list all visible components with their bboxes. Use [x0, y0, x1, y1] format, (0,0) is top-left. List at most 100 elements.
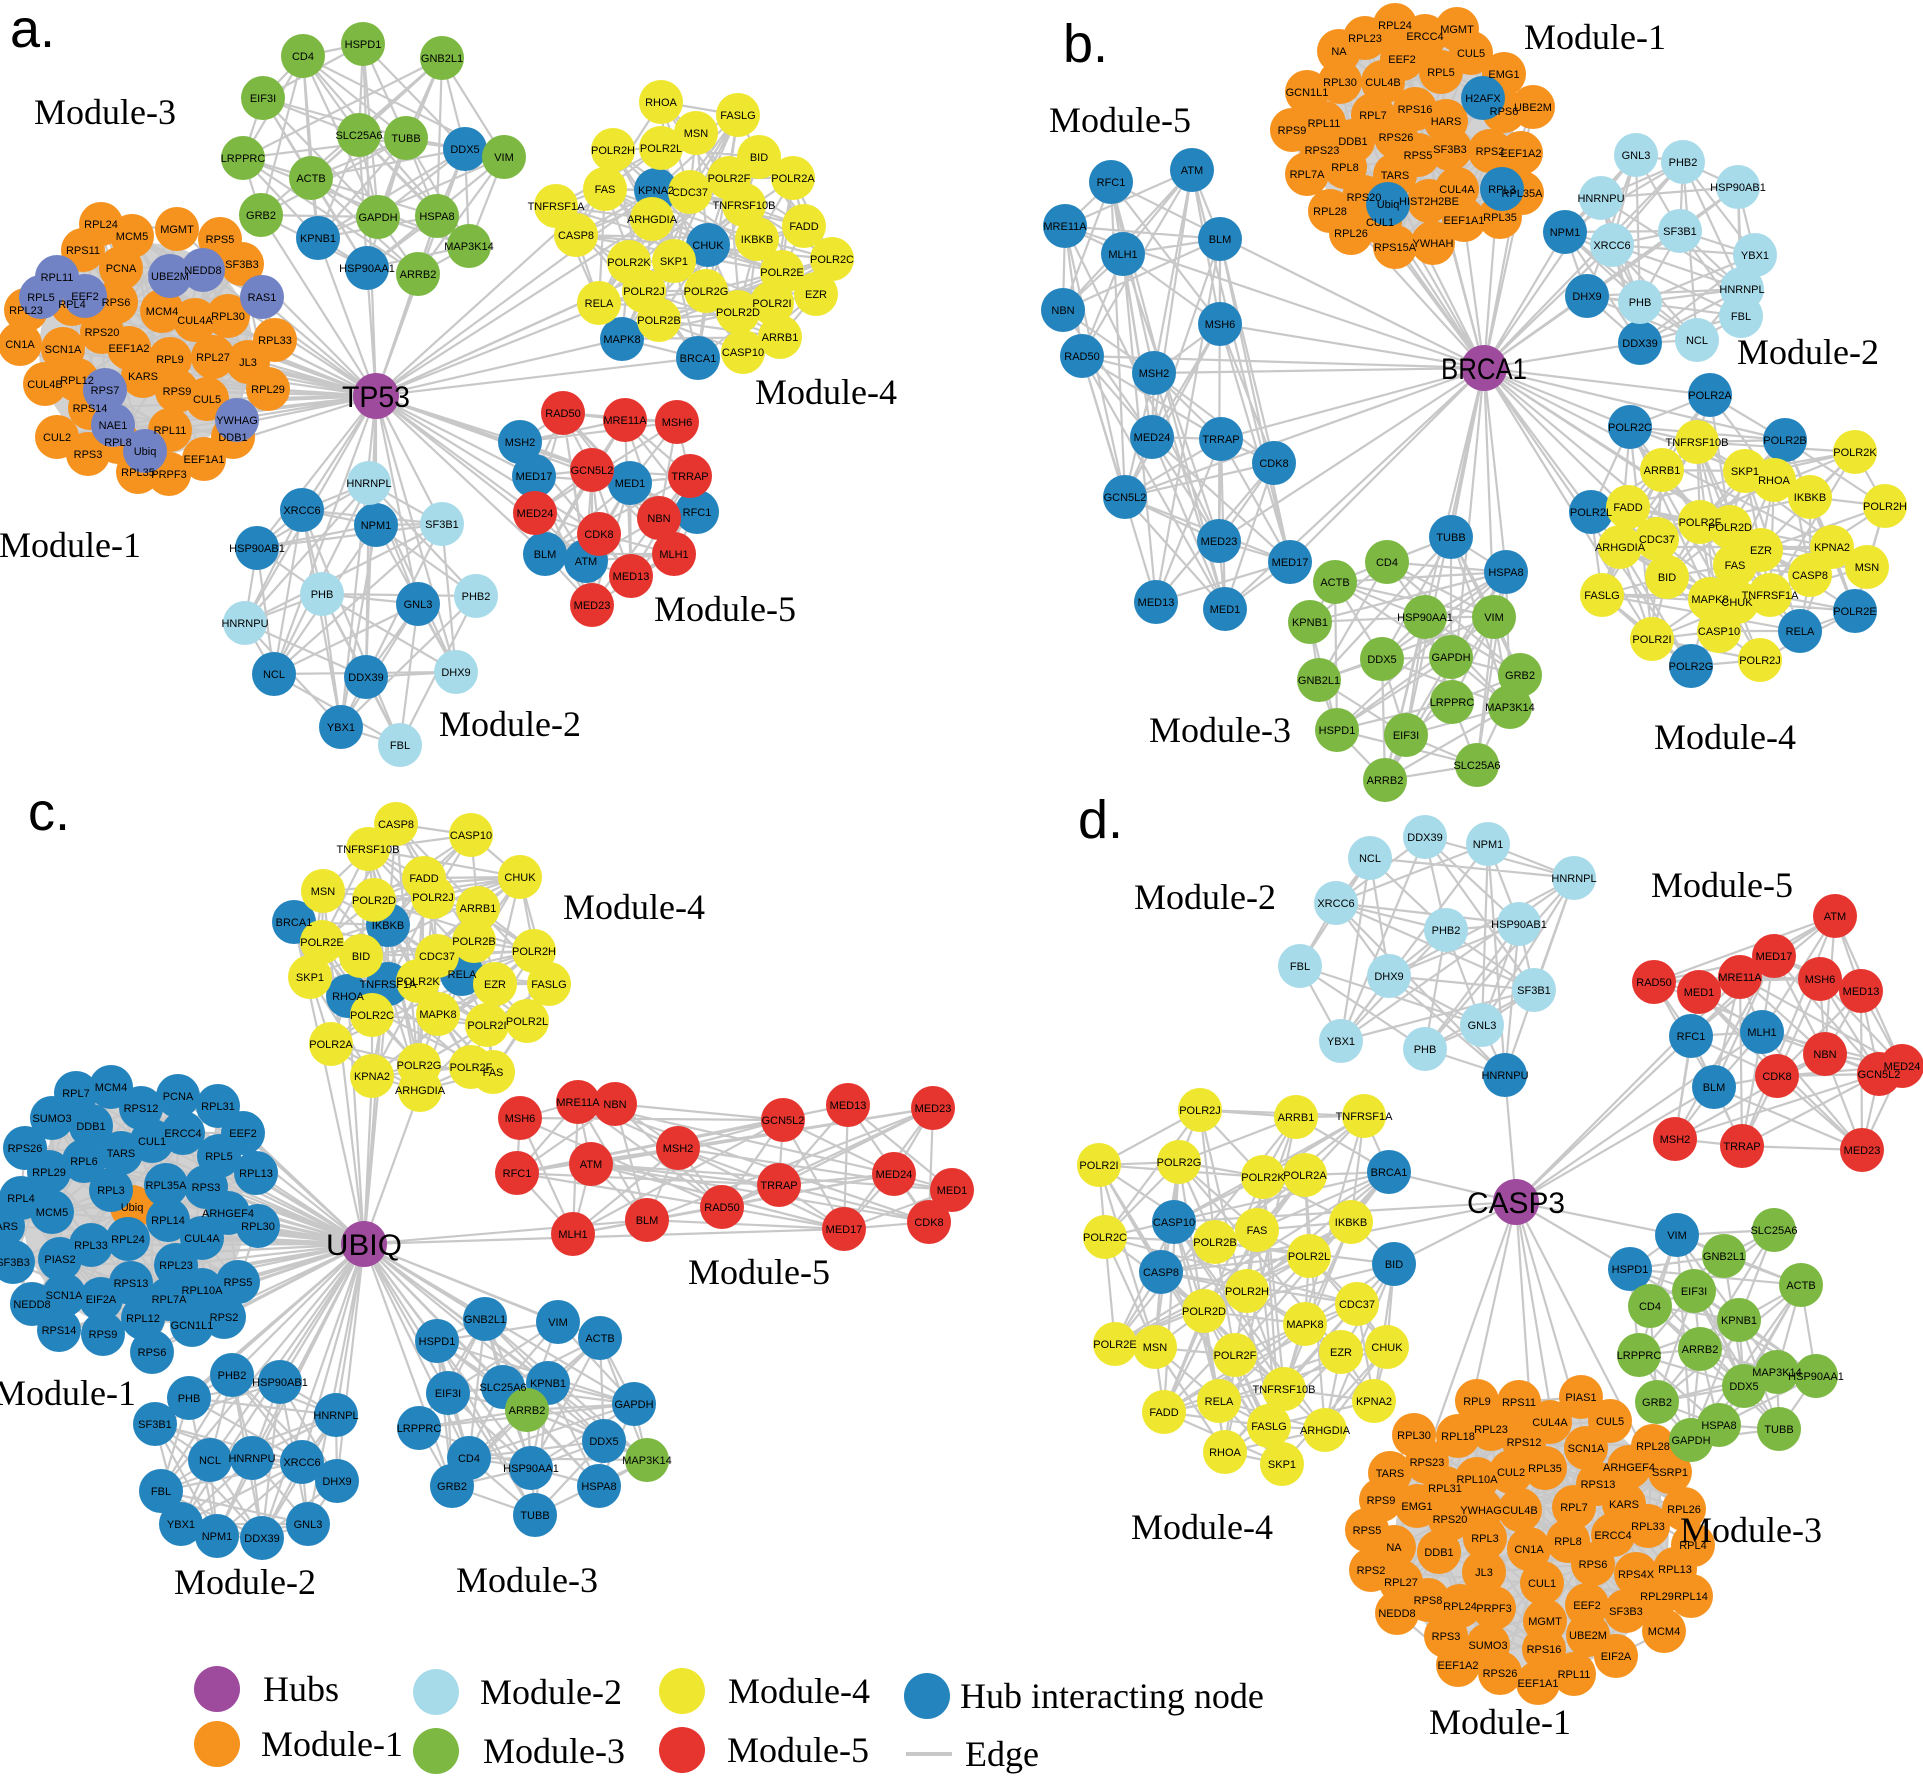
svg-text:CN1A: CN1A [5, 339, 35, 351]
svg-text:SLC25A6: SLC25A6 [479, 1382, 526, 1394]
svg-text:RPL13: RPL13 [239, 1168, 273, 1180]
svg-text:POLR2J: POLR2J [412, 892, 454, 904]
svg-text:UBE2M: UBE2M [1514, 102, 1552, 114]
svg-text:NA: NA [1331, 46, 1347, 58]
svg-text:Module-4: Module-4 [1654, 717, 1796, 757]
svg-text:RPL31: RPL31 [201, 1101, 235, 1113]
svg-text:HSPA8: HSPA8 [581, 1481, 616, 1493]
svg-text:LRPPRC: LRPPRC [221, 153, 266, 165]
svg-text:MAPK8: MAPK8 [1286, 1319, 1323, 1331]
svg-text:RPS5: RPS5 [1353, 1525, 1382, 1537]
svg-text:RPL5: RPL5 [1427, 67, 1455, 79]
svg-text:CASP3: CASP3 [1467, 1187, 1565, 1220]
svg-text:POLR2K: POLR2K [1833, 447, 1877, 459]
svg-text:MAPK8: MAPK8 [419, 1009, 456, 1021]
svg-text:SF3B1: SF3B1 [425, 519, 459, 531]
svg-text:RPS20: RPS20 [85, 327, 120, 339]
svg-text:RPL10A: RPL10A [1457, 1474, 1499, 1486]
svg-text:DDB1: DDB1 [1424, 1547, 1453, 1559]
svg-text:RPL26: RPL26 [1667, 1504, 1701, 1516]
svg-text:ERCC4: ERCC4 [1594, 1530, 1631, 1542]
svg-text:RPL30: RPL30 [1323, 77, 1357, 89]
svg-text:TRRAP: TRRAP [671, 471, 708, 483]
svg-text:GAPDH: GAPDH [614, 1399, 653, 1411]
svg-text:TARS: TARS [107, 1148, 136, 1160]
svg-text:Module-5: Module-5 [688, 1252, 830, 1292]
svg-text:MED13: MED13 [1138, 597, 1175, 609]
svg-text:SCN1A: SCN1A [45, 344, 82, 356]
svg-text:HSPD1: HSPD1 [419, 1336, 456, 1348]
svg-text:CDK8: CDK8 [914, 1217, 943, 1229]
svg-text:CDK8: CDK8 [1762, 1071, 1791, 1083]
svg-text:RPL35: RPL35 [121, 467, 155, 479]
svg-text:MSN: MSN [1855, 562, 1880, 574]
svg-text:MAP3K14: MAP3K14 [1485, 702, 1535, 714]
svg-text:HSPA8: HSPA8 [1488, 567, 1523, 579]
svg-text:DHX9: DHX9 [1374, 971, 1403, 983]
svg-text:SKP1: SKP1 [1268, 1459, 1296, 1471]
svg-text:MED17: MED17 [1272, 557, 1309, 569]
svg-text:GNL3: GNL3 [294, 1519, 323, 1531]
svg-text:MRE11A: MRE11A [556, 1097, 600, 1109]
svg-text:HIST2H2BE: HIST2H2BE [1399, 196, 1459, 208]
svg-text:ATM: ATM [1824, 911, 1846, 923]
svg-text:MSH6: MSH6 [505, 1113, 536, 1125]
svg-text:Module-5: Module-5 [1049, 100, 1191, 140]
svg-text:EZR: EZR [805, 289, 827, 301]
svg-text:POLR2E: POLR2E [1833, 606, 1876, 618]
svg-text:RPL26: RPL26 [1334, 228, 1368, 240]
svg-text:SLC25A6: SLC25A6 [1453, 760, 1500, 772]
svg-text:NCL: NCL [263, 669, 285, 681]
svg-text:DHX9: DHX9 [1572, 291, 1601, 303]
svg-text:ACTB: ACTB [296, 173, 325, 185]
svg-text:MSH2: MSH2 [1660, 1134, 1691, 1146]
svg-text:RPL29: RPL29 [1640, 1591, 1674, 1603]
svg-text:RPS9: RPS9 [1278, 125, 1307, 137]
svg-text:HSPD1: HSPD1 [1319, 725, 1356, 737]
svg-text:RPS15A: RPS15A [1374, 242, 1417, 254]
svg-text:NEDD8: NEDD8 [13, 1299, 50, 1311]
svg-text:RHOA: RHOA [332, 991, 364, 1003]
svg-text:TUBB: TUBB [391, 133, 420, 145]
svg-text:Module-2: Module-2 [439, 704, 581, 744]
svg-text:MCM5: MCM5 [36, 1207, 68, 1219]
svg-text:RHOA: RHOA [645, 97, 677, 109]
svg-text:ARHGEF4: ARHGEF4 [202, 1208, 254, 1220]
svg-text:MED13: MED13 [1843, 986, 1880, 998]
svg-text:DDX5: DDX5 [589, 1436, 618, 1448]
svg-text:RPS9: RPS9 [89, 1329, 118, 1341]
svg-text:BRCA1: BRCA1 [1371, 1167, 1408, 1179]
svg-text:Module-4: Module-4 [755, 372, 897, 412]
svg-text:ARHGEF4: ARHGEF4 [1603, 1462, 1655, 1474]
svg-text:CUL4A: CUL4A [1532, 1417, 1568, 1429]
svg-text:LRPPRC: LRPPRC [1430, 697, 1475, 709]
svg-text:POLR2H: POLR2H [1225, 1286, 1269, 1298]
svg-text:DDX5: DDX5 [1367, 654, 1396, 666]
svg-text:RPL12: RPL12 [60, 375, 94, 387]
svg-text:TRRAP: TRRAP [760, 1180, 797, 1192]
svg-text:RPL31: RPL31 [1428, 1483, 1462, 1495]
svg-text:RPS26: RPS26 [1379, 132, 1414, 144]
svg-text:HNRNPL: HNRNPL [313, 1410, 358, 1422]
svg-text:DHX9: DHX9 [441, 667, 470, 679]
svg-text:KARS: KARS [128, 371, 158, 383]
svg-text:Module-2: Module-2 [1134, 877, 1276, 917]
svg-text:MGMT: MGMT [160, 224, 194, 236]
svg-text:MAP3K14: MAP3K14 [444, 241, 494, 253]
svg-text:RPL30: RPL30 [1397, 1430, 1431, 1442]
svg-text:POLR2K: POLR2K [1241, 1172, 1285, 1184]
svg-text:RPL11: RPL11 [154, 425, 187, 437]
svg-text:CD4: CD4 [1376, 557, 1398, 569]
svg-text:NCL: NCL [199, 1455, 221, 1467]
svg-text:YWHAH: YWHAH [1413, 238, 1454, 250]
svg-text:SCN1A: SCN1A [46, 1290, 83, 1302]
svg-text:SF3B3: SF3B3 [0, 1257, 30, 1269]
svg-text:RAS1: RAS1 [248, 292, 277, 304]
svg-text:SUMO3: SUMO3 [1468, 1640, 1507, 1652]
svg-text:PRPF3: PRPF3 [151, 469, 186, 481]
svg-text:RPS2: RPS2 [1476, 146, 1505, 158]
svg-text:KPNB1: KPNB1 [1292, 617, 1328, 629]
svg-text:UBE2M: UBE2M [1569, 1630, 1607, 1642]
svg-text:CUL4A: CUL4A [184, 1233, 220, 1245]
svg-text:RPL27: RPL27 [196, 352, 230, 364]
